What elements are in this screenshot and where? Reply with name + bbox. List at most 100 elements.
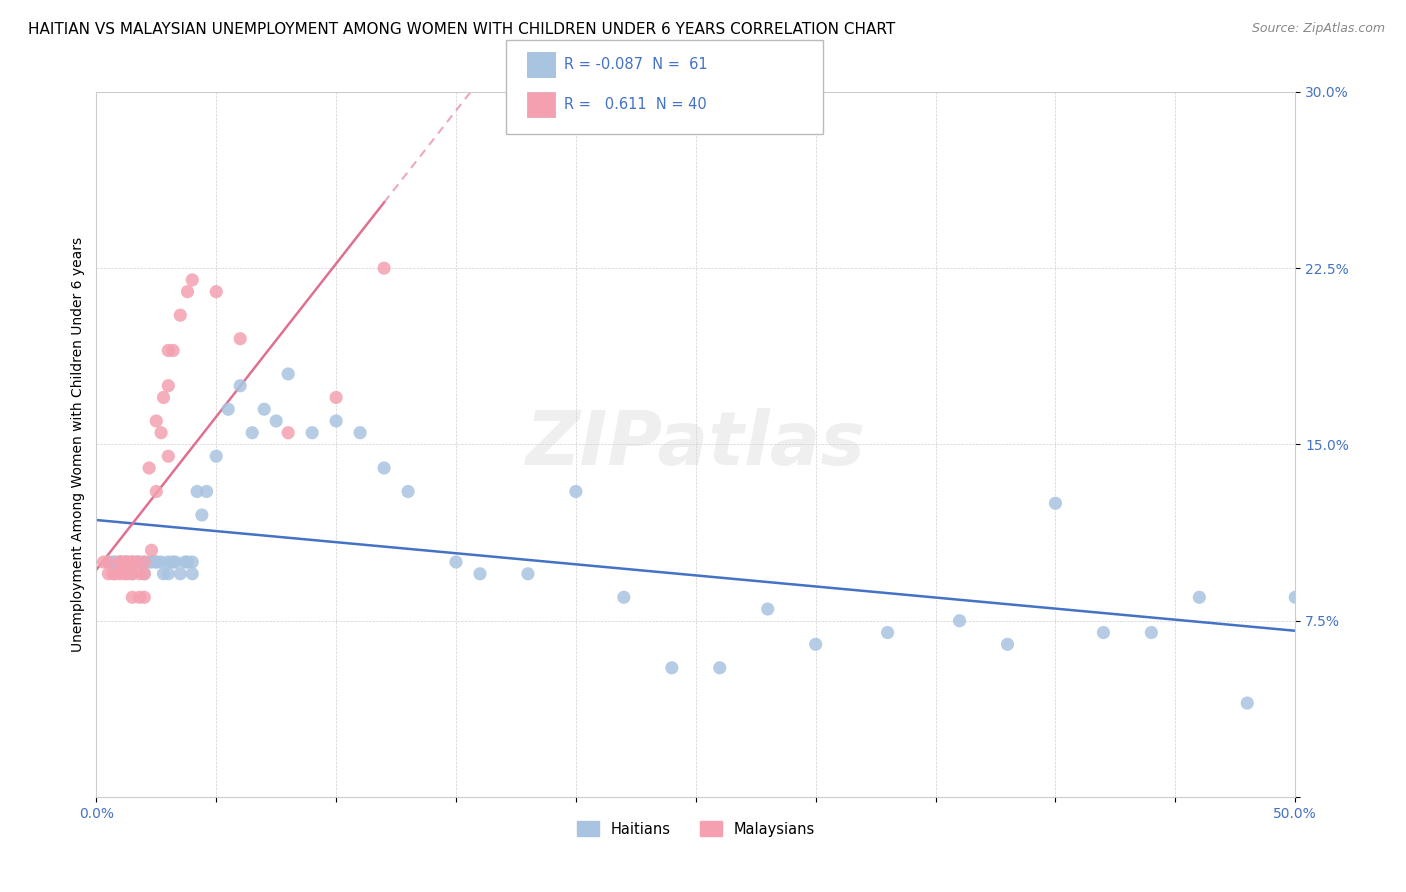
Point	[804, 637, 827, 651]
Point	[191, 508, 214, 522]
Point	[1188, 591, 1211, 605]
Point	[121, 555, 143, 569]
Point	[152, 566, 174, 581]
Point	[97, 566, 120, 581]
Point	[277, 367, 299, 381]
Point	[157, 566, 180, 581]
Point	[138, 555, 160, 569]
Point	[174, 555, 197, 569]
Point	[181, 273, 204, 287]
Point	[373, 261, 395, 276]
Point	[169, 566, 191, 581]
Point	[176, 285, 198, 299]
Point	[516, 566, 538, 581]
Point	[101, 555, 124, 569]
Text: R = -0.087  N =  61: R = -0.087 N = 61	[564, 57, 707, 72]
Point	[145, 555, 167, 569]
Point	[229, 332, 252, 346]
Point	[121, 566, 143, 581]
Point	[948, 614, 970, 628]
Point	[128, 591, 150, 605]
Point	[186, 484, 208, 499]
Point	[229, 378, 252, 392]
Point	[181, 555, 204, 569]
Point	[181, 566, 204, 581]
Point	[110, 555, 132, 569]
Point	[876, 625, 898, 640]
Point	[565, 484, 588, 499]
Point	[114, 555, 136, 569]
Point	[138, 461, 160, 475]
Text: ZIPatlas: ZIPatlas	[526, 408, 866, 481]
Text: Source: ZipAtlas.com: Source: ZipAtlas.com	[1251, 22, 1385, 36]
Point	[110, 555, 132, 569]
Point	[127, 555, 149, 569]
Point	[176, 555, 198, 569]
Point	[1092, 625, 1115, 640]
Point	[121, 555, 143, 569]
Point	[117, 566, 139, 581]
Point	[468, 566, 491, 581]
Point	[134, 566, 156, 581]
Point	[117, 555, 139, 569]
Point	[444, 555, 467, 569]
Point	[277, 425, 299, 440]
Point	[195, 484, 218, 499]
Point	[121, 555, 143, 569]
Point	[264, 414, 287, 428]
Point	[97, 555, 120, 569]
Point	[157, 449, 180, 463]
Point	[349, 425, 371, 440]
Point	[1140, 625, 1163, 640]
Point	[205, 449, 228, 463]
Point	[121, 566, 143, 581]
Point	[117, 555, 139, 569]
Point	[162, 343, 184, 358]
Point	[240, 425, 263, 440]
Point	[134, 566, 156, 581]
Point	[217, 402, 239, 417]
Point	[101, 566, 124, 581]
Point	[301, 425, 323, 440]
Y-axis label: Unemployment Among Women with Children Under 6 years: Unemployment Among Women with Children U…	[72, 237, 86, 652]
Point	[150, 425, 173, 440]
Point	[150, 555, 173, 569]
Point	[141, 543, 163, 558]
Point	[157, 343, 180, 358]
Point	[997, 637, 1019, 651]
Point	[134, 555, 156, 569]
Legend: Haitians, Malaysians: Haitians, Malaysians	[571, 815, 820, 843]
Point	[756, 602, 779, 616]
Point	[145, 555, 167, 569]
Point	[93, 555, 115, 569]
Point	[1236, 696, 1258, 710]
Point	[110, 555, 132, 569]
Point	[169, 308, 191, 322]
Point	[152, 391, 174, 405]
Point	[128, 555, 150, 569]
Point	[114, 566, 136, 581]
Point	[110, 566, 132, 581]
Point	[145, 484, 167, 499]
Point	[1045, 496, 1067, 510]
Point	[141, 555, 163, 569]
Point	[97, 555, 120, 569]
Point	[325, 414, 347, 428]
Point	[253, 402, 276, 417]
Point	[114, 555, 136, 569]
Point	[145, 414, 167, 428]
Point	[157, 378, 180, 392]
Point	[165, 555, 187, 569]
Point	[613, 591, 636, 605]
Point	[709, 661, 731, 675]
Point	[121, 591, 143, 605]
Point	[134, 555, 156, 569]
Point	[1284, 591, 1306, 605]
Point	[325, 391, 347, 405]
Point	[396, 484, 419, 499]
Point	[157, 555, 180, 569]
Text: HAITIAN VS MALAYSIAN UNEMPLOYMENT AMONG WOMEN WITH CHILDREN UNDER 6 YEARS CORREL: HAITIAN VS MALAYSIAN UNEMPLOYMENT AMONG …	[28, 22, 896, 37]
Point	[373, 461, 395, 475]
Point	[162, 555, 184, 569]
Point	[128, 566, 150, 581]
